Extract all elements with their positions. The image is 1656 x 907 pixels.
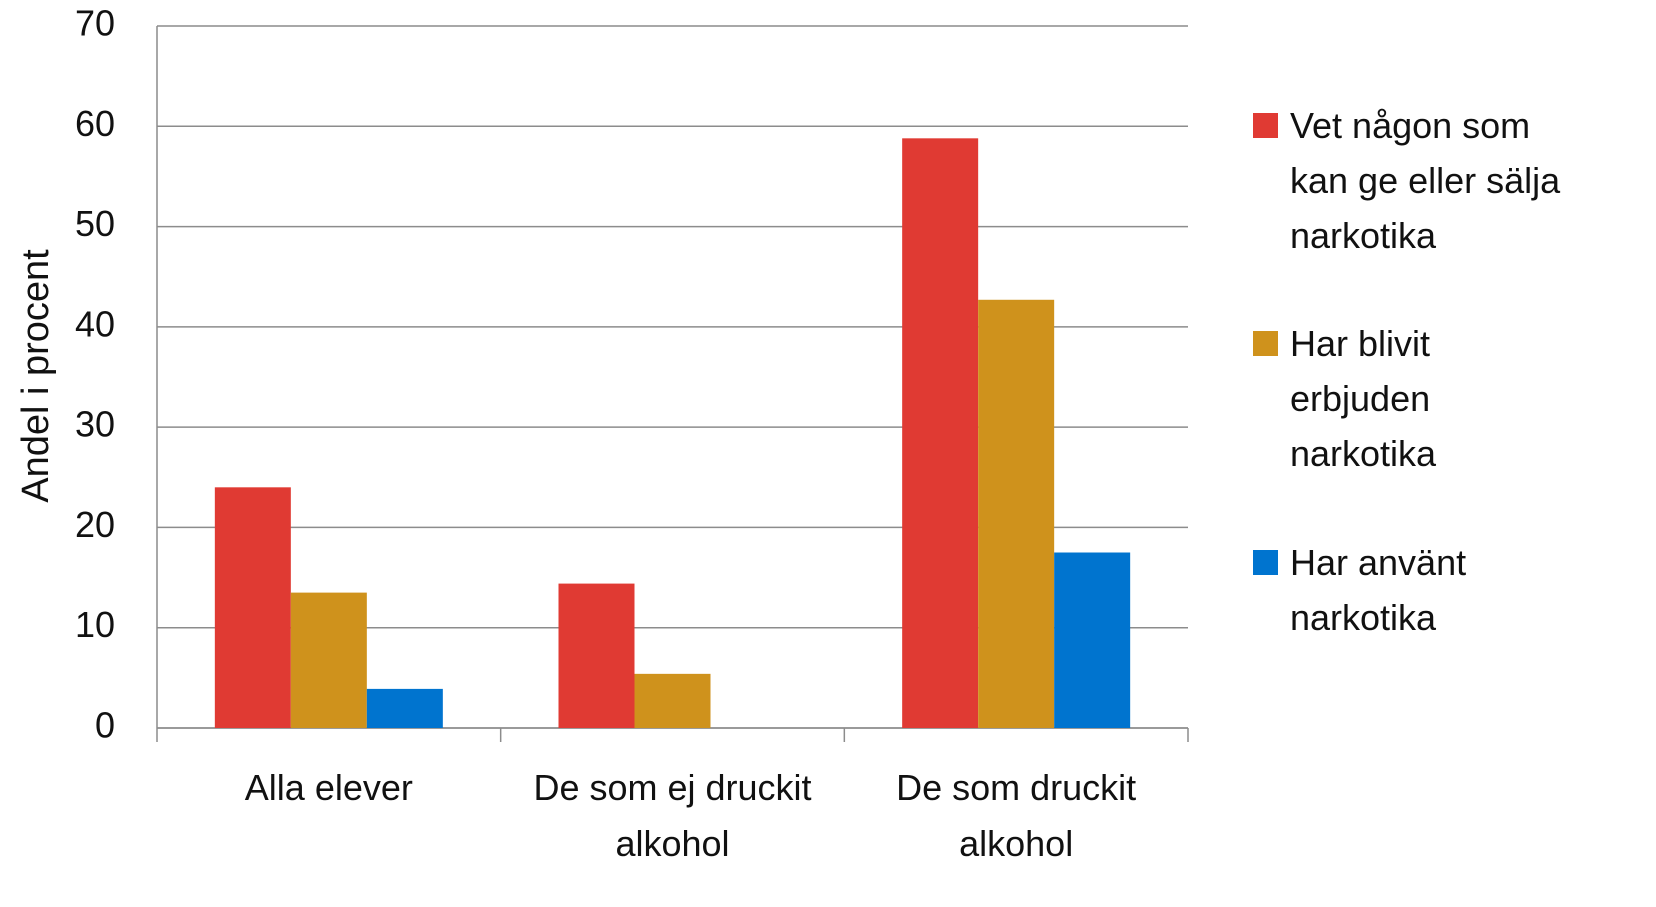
bar: [214, 487, 291, 728]
y-tick-label: 40: [75, 303, 115, 344]
legend-swatch: [1253, 331, 1278, 356]
y-axis-title: Andel i procent: [15, 249, 57, 503]
x-tick-label: De som druckit alkohol: [896, 767, 1137, 864]
y-tick-label: 60: [75, 103, 115, 144]
y-tick-label: 10: [75, 604, 115, 645]
y-tick-label: 50: [75, 203, 115, 244]
legend-label: Har använt narkotika: [1290, 542, 1467, 638]
legend-label: Har blivit erbjuden narkotika: [1290, 323, 1437, 474]
x-tick-label: De som ej druckit alkohol: [533, 767, 812, 864]
bar: [366, 688, 443, 728]
x-tick-label: Alla elever: [244, 767, 413, 808]
y-tick-label: 0: [95, 705, 115, 746]
y-tick-label: 20: [75, 504, 115, 545]
bar: [978, 299, 1055, 728]
legend-label: Vet någon som kan ge eller sälja narkoti…: [1290, 105, 1561, 256]
bar: [634, 673, 711, 728]
bar: [290, 592, 367, 728]
bar: [558, 583, 635, 728]
y-tick-label: 70: [75, 3, 115, 44]
legend-swatch: [1253, 113, 1278, 138]
y-tick-label: 30: [75, 404, 115, 445]
legend-swatch: [1253, 550, 1278, 575]
bar: [1054, 552, 1131, 728]
bar: [902, 138, 979, 728]
